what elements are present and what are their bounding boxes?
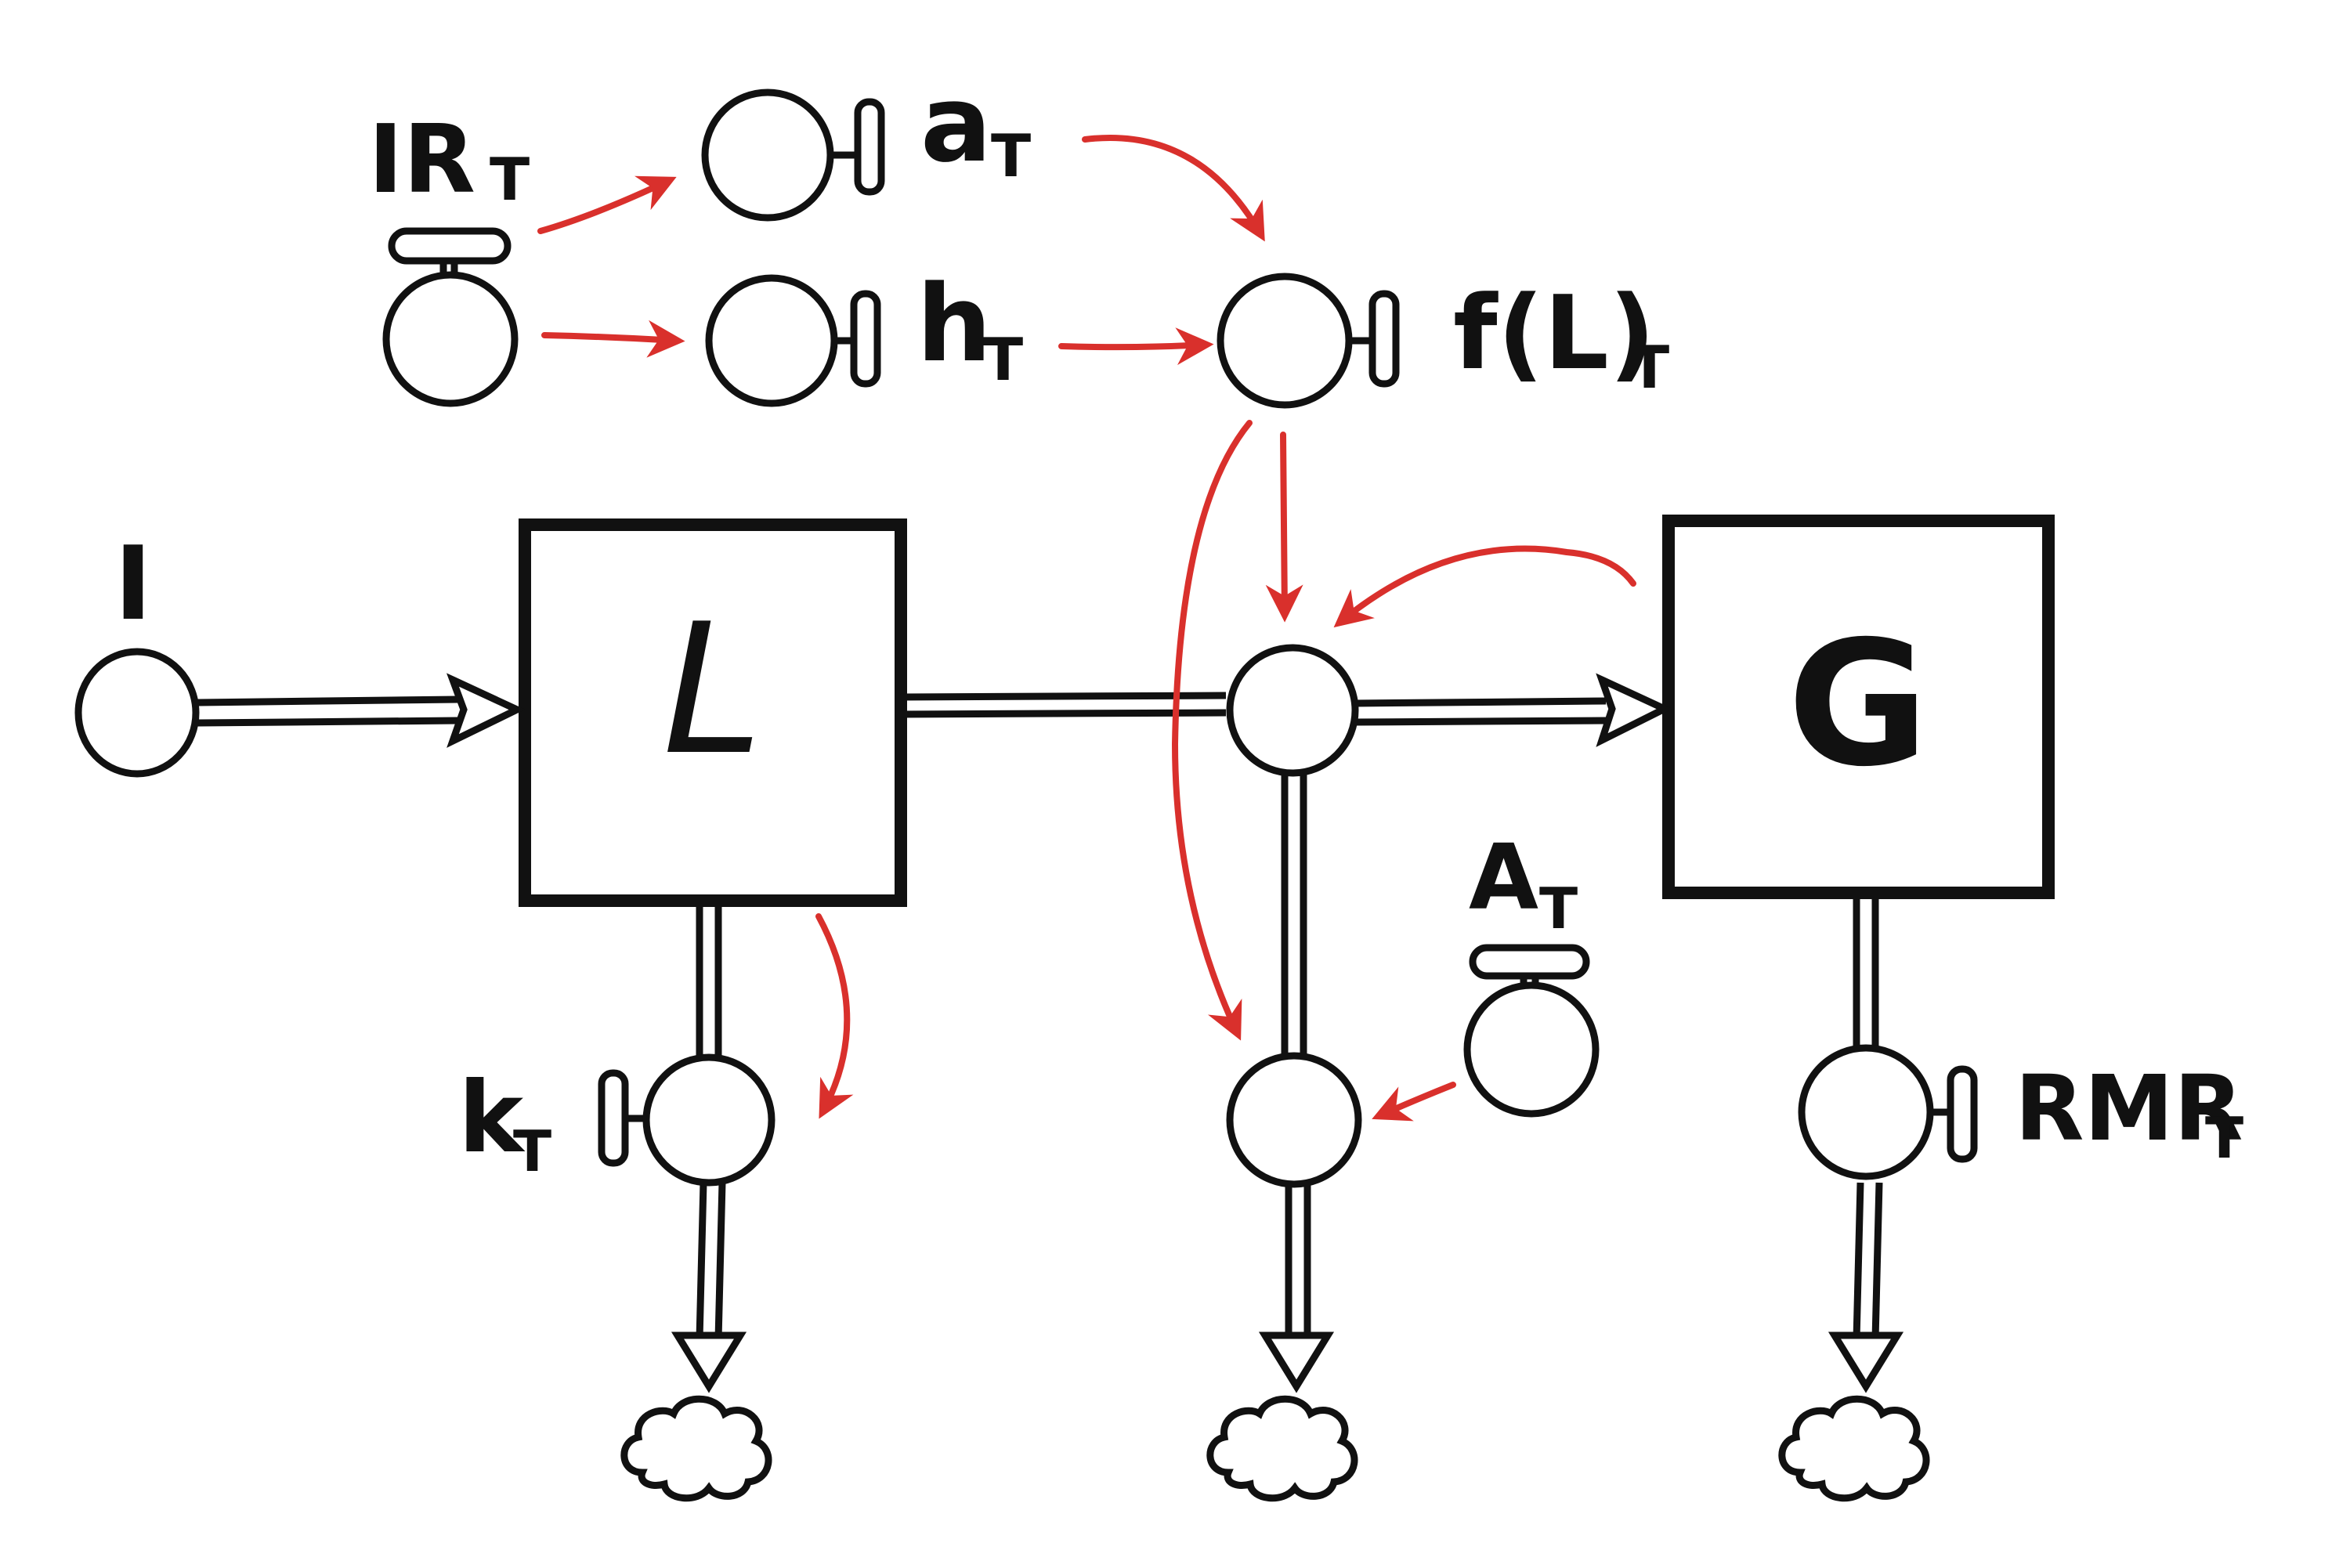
- cloud-sink-icon: [1778, 1395, 1930, 1502]
- label-RMR-main: RMR: [2015, 1057, 2243, 1162]
- valve-k: [598, 1053, 776, 1187]
- stock-G: G: [1662, 515, 2055, 899]
- cloud-sink-icon: [1206, 1395, 1358, 1502]
- label-h: h T: [916, 262, 1023, 394]
- label-RMR: RMR T: [2015, 1057, 2243, 1171]
- label-A: A T: [1469, 826, 1578, 941]
- label-fL-sub: T: [1629, 333, 1669, 402]
- label-RMR-sub: T: [2205, 1105, 2243, 1171]
- stock-L: L: [519, 518, 907, 907]
- label-a-sub: T: [991, 121, 1031, 190]
- label-IR-main: IR: [368, 106, 475, 215]
- label-a-main: a: [920, 63, 992, 186]
- flow-pipes: [195, 673, 1904, 1393]
- valve-RMR: [1798, 1044, 1978, 1180]
- label-I: I: [114, 524, 152, 643]
- label-IR-sub: T: [490, 145, 530, 214]
- converter-h: [705, 274, 881, 407]
- label-h-sub: T: [983, 325, 1023, 394]
- label-h-main: h: [916, 262, 992, 385]
- info-links: [537, 134, 1636, 1122]
- converter-fL: [1217, 273, 1400, 409]
- label-a: a T: [920, 63, 1031, 190]
- label-k-sub: T: [513, 1118, 551, 1184]
- label-fL: f(L) T: [1453, 273, 1669, 402]
- label-fL-main: f(L): [1453, 273, 1655, 392]
- aux-IR: [382, 227, 519, 407]
- label-A-main: A: [1469, 826, 1538, 930]
- valve-center-outflow: [1226, 1052, 1362, 1188]
- label-A-sub: T: [1539, 876, 1578, 941]
- stock-G-label: G: [1788, 604, 1929, 804]
- cloud-sink-icon: [620, 1395, 772, 1502]
- converter-a: [701, 89, 885, 222]
- junction-node: [1226, 644, 1359, 777]
- stock-L-label: L: [663, 586, 763, 795]
- aux-A: [1463, 944, 1600, 1118]
- label-IR: IR T: [368, 106, 530, 215]
- label-k: k T: [458, 1061, 551, 1184]
- label-k-main: k: [458, 1061, 526, 1175]
- source-node-I: [74, 648, 200, 778]
